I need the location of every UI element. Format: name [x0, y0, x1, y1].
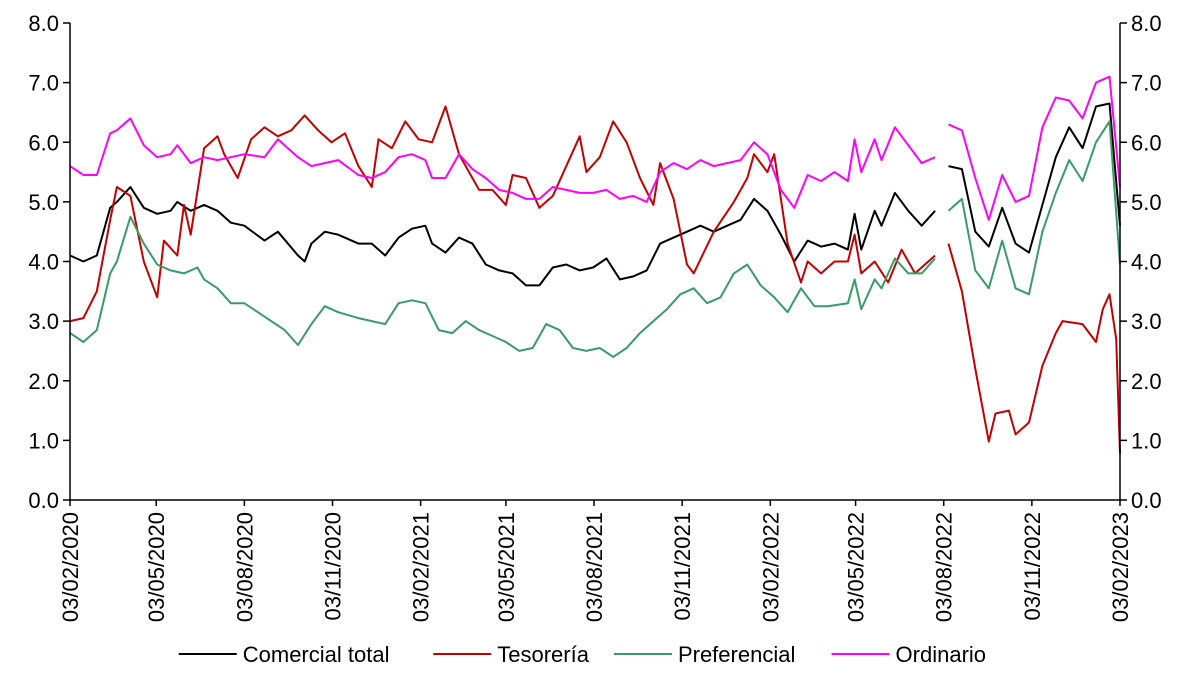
x-tick-label: 03/11/2022 [1020, 512, 1045, 620]
x-tick-label: 03/02/2021 [409, 512, 434, 622]
right-y-tick-label: 3.0 [1131, 309, 1162, 334]
legend-label-preferencial: Preferencial [678, 642, 795, 667]
axes [69, 23, 1121, 501]
right-y-tick-label: 1.0 [1131, 428, 1162, 453]
series-line-comercial-total [948, 102, 1121, 254]
x-tick-label: 03/02/2023 [1108, 512, 1133, 622]
y-ticks: 0.0 0.0 1.0 1.0 2.0 2.0 3.0 3.0 4.0 4.0 5.0 5.0 6.0 6… [28, 11, 1161, 513]
left-y-tick-label: 4.0 [28, 250, 59, 275]
right-y-tick-label: 4.0 [1131, 250, 1162, 275]
x-tick-label: 03/02/2022 [758, 512, 783, 622]
legend: Comercial total Tesorería Preferencial Ordi… [178, 642, 986, 667]
legend-label-comercial-total: Comercial total [243, 642, 390, 667]
series-line-ordinario [69, 117, 936, 209]
plot-lines [69, 75, 1121, 454]
series-line-preferencial [947, 120, 1121, 296]
legend-label-tesoreria: Tesorería [497, 642, 589, 667]
x-tick-label: 03/05/2021 [494, 512, 519, 622]
x-tick-label: 03/05/2022 [844, 512, 869, 622]
legend-label-ordinario: Ordinario [896, 642, 986, 667]
series-line-tesoreria [947, 243, 1121, 454]
series-line-preferencial [69, 215, 936, 358]
left-y-tick-label: 8.0 [28, 11, 59, 36]
x-tick-label: 03/08/2022 [932, 512, 957, 622]
left-y-tick-label: 3.0 [28, 309, 59, 334]
right-y-tick-label: 2.0 [1131, 369, 1162, 394]
x-tick-label: 03/08/2021 [582, 512, 607, 622]
left-y-tick-label: 1.0 [28, 428, 59, 453]
left-y-tick-label: 2.0 [28, 369, 59, 394]
left-y-tick-label: 5.0 [28, 190, 59, 215]
right-y-tick-label: 6.0 [1131, 130, 1162, 155]
left-y-tick-label: 0.0 [28, 488, 59, 513]
right-y-tick-label: 5.0 [1131, 190, 1162, 215]
x-tick-label: 03/11/2020 [321, 512, 346, 620]
series-line-tesoreria [69, 105, 936, 323]
right-y-tick-label: 8.0 [1131, 11, 1162, 36]
x-ticks: 03/02/2020 03/05/2020 03/08/2020 03/11/2020… [58, 500, 1133, 622]
x-tick-label: 03/08/2020 [232, 512, 257, 622]
series-line-ordinario [948, 75, 1121, 221]
right-y-tick-label: 7.0 [1131, 71, 1162, 96]
left-y-tick-label: 7.0 [28, 71, 59, 96]
series-line-comercial-total [69, 186, 936, 287]
x-tick-label: 03/11/2021 [670, 512, 695, 620]
right-y-tick-label: 0.0 [1131, 488, 1162, 513]
x-tick-label: 03/02/2020 [58, 512, 83, 622]
x-tick-label: 03/05/2020 [144, 512, 169, 622]
left-y-tick-label: 6.0 [28, 130, 59, 155]
